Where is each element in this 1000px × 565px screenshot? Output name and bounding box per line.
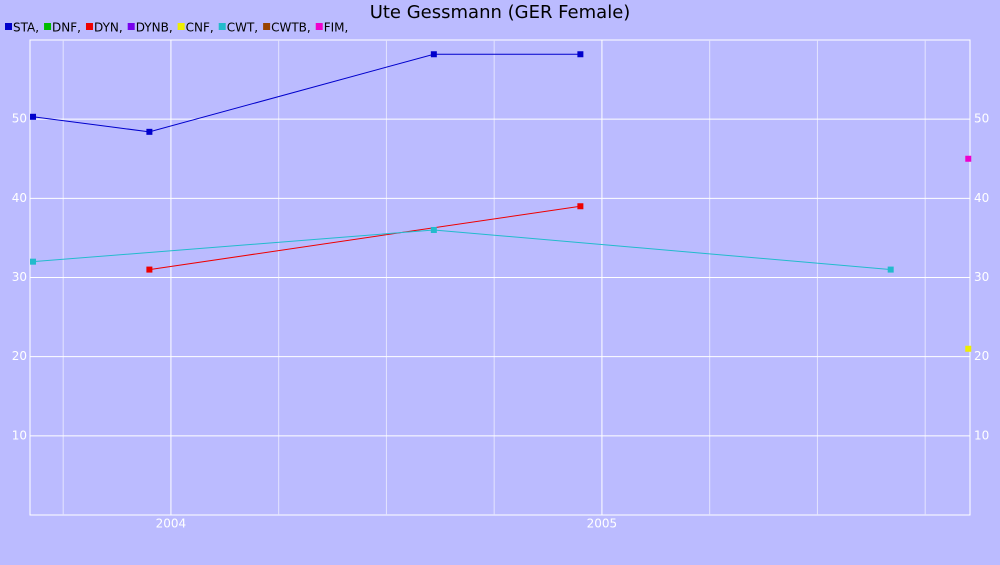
data-point <box>577 51 584 58</box>
legend-swatch <box>177 23 185 30</box>
legend-label: CWT, <box>227 21 258 35</box>
y-tick-label: 30 <box>12 270 27 284</box>
legend-swatch <box>85 23 93 30</box>
y2-tick-label: 20 <box>974 349 989 363</box>
y-tick-label: 20 <box>12 349 27 363</box>
data-point <box>30 113 37 120</box>
chart-title: Ute Gessmann (GER Female) <box>370 2 631 23</box>
y-tick-label: 10 <box>12 428 27 442</box>
legend-swatch <box>127 23 135 30</box>
y2-tick-label: 50 <box>974 112 989 126</box>
legend-label: DYNB, <box>136 21 173 35</box>
x-tick-label: 2005 <box>587 517 618 531</box>
data-point <box>965 345 972 352</box>
legend-label: CWTB, <box>271 21 311 35</box>
legend-label: STA, <box>13 21 39 35</box>
y2-tick-label: 30 <box>974 270 989 284</box>
data-point <box>965 155 972 162</box>
legend-swatch <box>263 23 271 30</box>
x-tick-label: 2004 <box>156 517 187 531</box>
y2-tick-label: 40 <box>974 191 989 205</box>
legend-swatch <box>218 23 226 30</box>
data-point <box>887 266 894 273</box>
series-line <box>149 205 581 271</box>
legend-label: DYN, <box>94 21 123 35</box>
data-point <box>430 227 437 233</box>
legend-label: DNF, <box>52 21 81 35</box>
y-tick-label: 40 <box>12 191 27 205</box>
y2-tick-label: 10 <box>974 428 989 442</box>
series-line <box>32 53 581 133</box>
legend-label: CNF, <box>186 21 214 35</box>
legend-swatch <box>44 23 52 30</box>
y-tick-label: 50 <box>12 112 27 126</box>
data-point <box>577 203 584 210</box>
data-point <box>430 51 437 58</box>
data-point <box>146 266 153 273</box>
data-point <box>30 258 37 265</box>
legend-label: FIM, <box>324 21 349 35</box>
data-point <box>146 128 153 135</box>
legend-swatch <box>5 23 12 30</box>
legend-swatch <box>315 23 323 30</box>
